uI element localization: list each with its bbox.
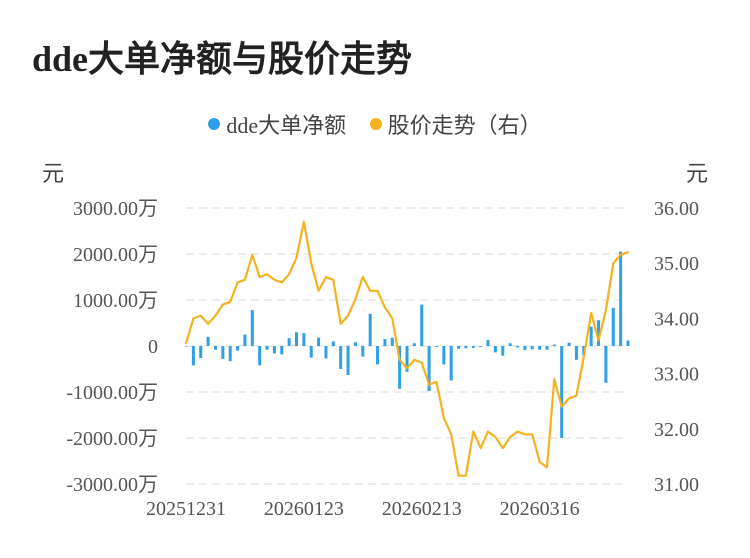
dde-bar[interactable]: [280, 346, 284, 355]
dde-bar[interactable]: [368, 313, 372, 346]
dde-bar[interactable]: [339, 346, 343, 369]
legend-label-dde: dde大单净额: [226, 113, 347, 138]
x-tick-label: 20260213: [382, 498, 462, 520]
legend-label-price: 股价走势（右）: [387, 113, 542, 138]
dde-bar[interactable]: [250, 310, 254, 346]
dde-bar[interactable]: [589, 326, 593, 346]
dde-bar[interactable]: [508, 343, 512, 346]
bar-series: [184, 251, 630, 438]
x-tick-label: 20251231: [146, 498, 226, 520]
dde-bar[interactable]: [390, 337, 394, 346]
dde-bar[interactable]: [552, 344, 556, 346]
dde-bar[interactable]: [258, 346, 262, 366]
legend-dot-dde: [208, 118, 221, 130]
right-tick-label: 31.00: [654, 474, 699, 496]
dde-bar[interactable]: [471, 346, 475, 348]
right-tick-label: 36.00: [654, 198, 699, 220]
left-tick-label: -2000.00万: [66, 428, 158, 450]
dde-bar[interactable]: [265, 346, 269, 350]
left-tick-label: 0: [148, 336, 158, 358]
dde-bar[interactable]: [361, 346, 365, 357]
dde-bar[interactable]: [604, 346, 608, 383]
right-tick-label: 33.00: [654, 364, 699, 386]
dde-bar[interactable]: [567, 342, 571, 346]
dde-bar[interactable]: [538, 346, 542, 350]
dde-bar[interactable]: [243, 334, 247, 347]
left-tick-label: -1000.00万: [66, 382, 158, 404]
dde-bar[interactable]: [383, 339, 387, 346]
dde-bar[interactable]: [611, 307, 615, 346]
dde-bar[interactable]: [324, 346, 328, 359]
left-tick-label: 2000.00万: [73, 244, 158, 266]
dde-bar[interactable]: [346, 346, 350, 375]
dde-bar[interactable]: [376, 346, 380, 365]
dde-bar[interactable]: [493, 346, 497, 353]
left-tick-label: 1000.00万: [73, 290, 158, 312]
legend-item-price[interactable]: 股价走势（右）: [369, 108, 542, 140]
dde-bar[interactable]: [530, 346, 534, 350]
dde-bar[interactable]: [353, 342, 357, 346]
dde-bar[interactable]: [213, 346, 217, 350]
dde-bar[interactable]: [545, 346, 549, 350]
dde-bar[interactable]: [184, 346, 188, 347]
left-tick-label: 3000.00万: [73, 198, 158, 220]
x-tick-label: 20260123: [264, 498, 344, 520]
dde-bar[interactable]: [228, 346, 232, 362]
dde-bar[interactable]: [427, 346, 431, 392]
right-tick-label: 35.00: [654, 253, 699, 275]
legend-item-dde[interactable]: dde大单净额: [208, 108, 346, 140]
dde-bar[interactable]: [434, 346, 438, 347]
dde-bar[interactable]: [302, 333, 306, 346]
dde-bar[interactable]: [523, 346, 527, 351]
dde-bar[interactable]: [457, 346, 461, 349]
dde-bar[interactable]: [236, 346, 240, 351]
dde-bar[interactable]: [486, 340, 490, 346]
dde-bar[interactable]: [295, 332, 298, 346]
dde-bar[interactable]: [206, 336, 210, 346]
dde-bar[interactable]: [272, 346, 276, 354]
x-tick-label: 20260316: [500, 498, 580, 520]
dde-bar[interactable]: [501, 346, 505, 356]
dde-bar[interactable]: [619, 251, 623, 346]
dde-bar[interactable]: [412, 343, 416, 346]
dde-bar[interactable]: [199, 346, 203, 358]
right-axis-unit: 元: [685, 161, 708, 186]
right-tick-label: 34.00: [654, 308, 699, 330]
dde-bar[interactable]: [449, 346, 453, 381]
dde-bar[interactable]: [191, 346, 195, 366]
axis-ticks: 3000.00万 2000.00万 1000.00万 0 -1000.00万 -2000.…: [66, 198, 699, 520]
dde-bar[interactable]: [442, 346, 446, 365]
dde-bar[interactable]: [420, 304, 424, 346]
price-line[interactable]: [184, 220, 630, 477]
legend: dde大单净额 股价走势（右）: [0, 108, 750, 140]
dde-bar[interactable]: [479, 346, 483, 347]
dde-bar[interactable]: [516, 346, 519, 348]
dde-bar[interactable]: [331, 341, 335, 346]
dde-bar[interactable]: [574, 346, 578, 360]
dde-bar[interactable]: [626, 340, 630, 346]
dde-bar[interactable]: [597, 320, 601, 346]
dde-bar[interactable]: [317, 337, 321, 346]
dde-bar[interactable]: [398, 346, 402, 389]
chart-title: dde大单净额与股价走势: [32, 39, 413, 79]
dde-bar[interactable]: [405, 346, 409, 372]
dde-bar[interactable]: [309, 346, 313, 358]
legend-dot-price: [369, 118, 382, 130]
right-tick-label: 32.00: [654, 419, 699, 441]
left-tick-label: -3000.00万: [66, 474, 158, 496]
line-series: [184, 220, 630, 477]
dde-bar[interactable]: [221, 346, 225, 359]
dde-bar[interactable]: [287, 338, 291, 346]
dde-bar[interactable]: [464, 346, 468, 349]
left-axis-unit: 元: [42, 161, 65, 186]
dde-bar[interactable]: [560, 346, 564, 438]
